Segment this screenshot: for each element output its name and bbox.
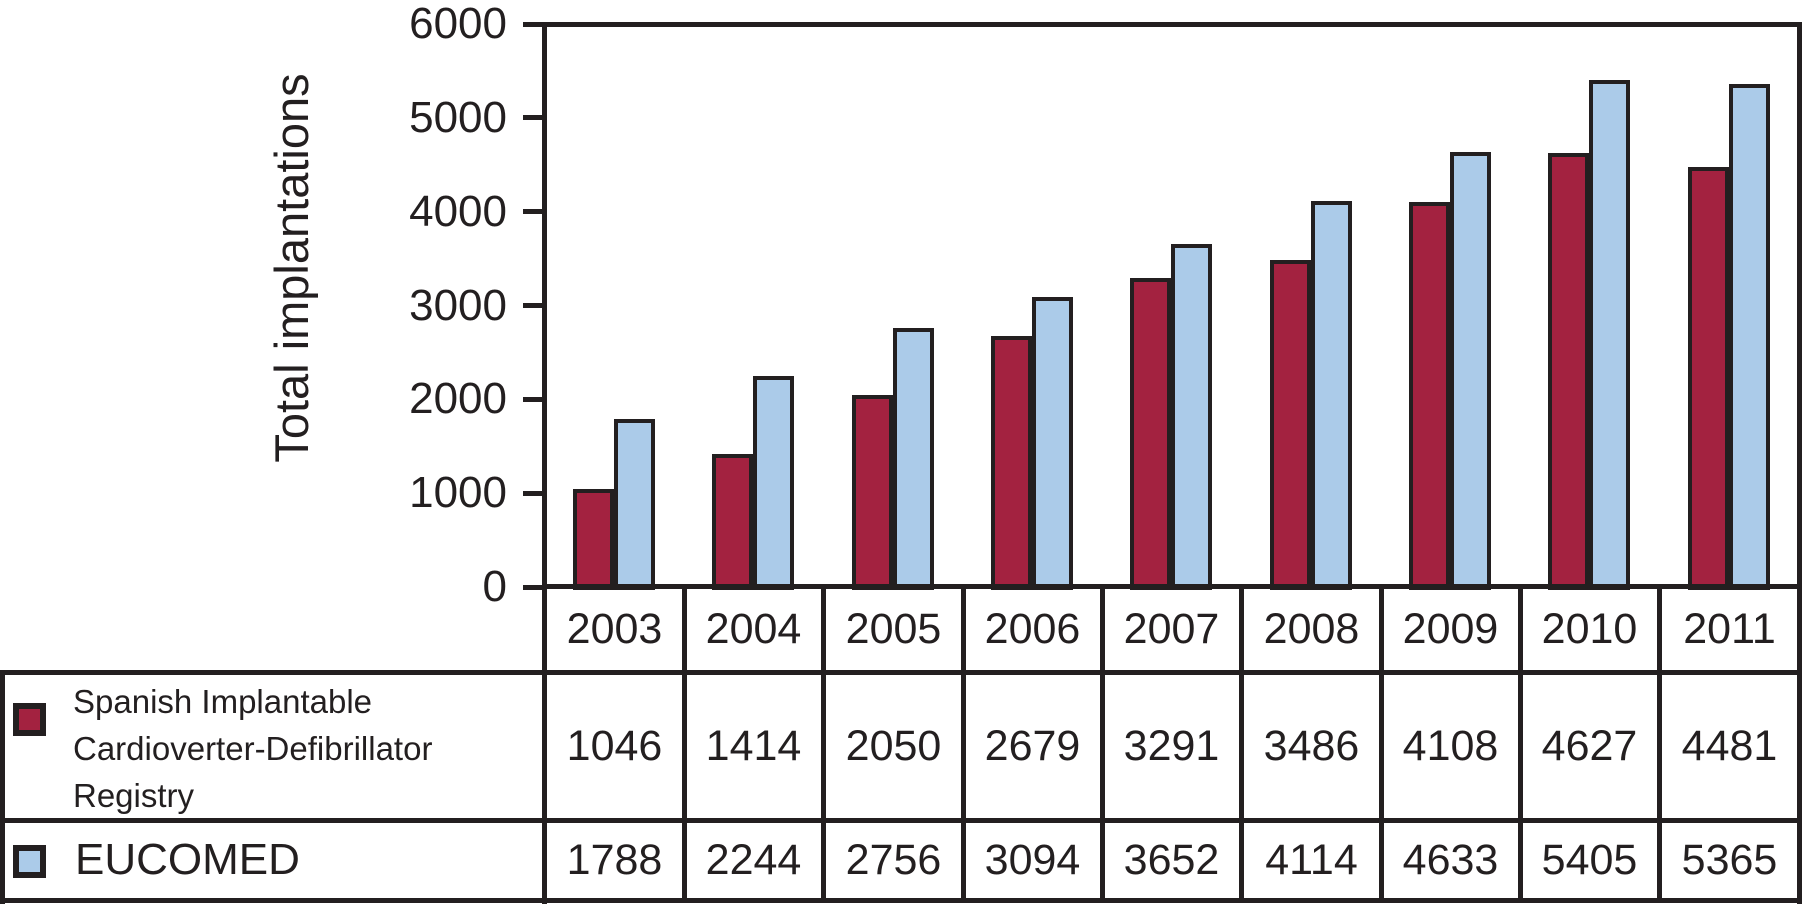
year-cell-2007: 2007 (1123, 605, 1220, 653)
bar-spanish-icd-registry-2011 (1688, 167, 1729, 590)
table-column-line-2 (821, 584, 826, 903)
value-cell-eucomed-2011: 5365 (1681, 835, 1778, 884)
table-row-line-1 (0, 670, 1802, 675)
year-cell-2010: 2010 (1541, 605, 1638, 653)
value-cell-eucomed-2004: 2244 (705, 835, 802, 884)
plot-right-border (1797, 22, 1802, 904)
table-row-line-2 (0, 818, 1802, 823)
bar-eucomed-2007 (1171, 244, 1212, 590)
y-axis-line (542, 22, 547, 904)
bar-eucomed-2008 (1311, 201, 1352, 590)
bar-spanish-icd-registry-2005 (852, 395, 893, 590)
year-cell-2009: 2009 (1402, 605, 1499, 653)
bar-spanish-icd-registry-2009 (1409, 202, 1450, 590)
bar-eucomed-2006 (1032, 297, 1073, 590)
value-cell-spanish-icd-registry-2006: 2679 (984, 721, 1081, 770)
legend-swatch-eucomed-icon (13, 845, 46, 878)
y-tick-label-4000: 4000 (409, 187, 507, 236)
year-cell-2006: 2006 (984, 605, 1081, 653)
bar-spanish-icd-registry-2004 (712, 454, 753, 590)
bar-spanish-icd-registry-2003 (573, 489, 614, 590)
bar-eucomed-2003 (614, 419, 655, 590)
value-cell-eucomed-2007: 3652 (1123, 835, 1220, 884)
y-tick-6000 (523, 22, 545, 27)
y-tick-label-6000: 6000 (409, 0, 507, 48)
table-column-line-7 (1518, 584, 1523, 903)
y-tick-label-5000: 5000 (409, 93, 507, 142)
legend-label-eucomed: EUCOMED (75, 834, 300, 884)
value-cell-spanish-icd-registry-2009: 4108 (1402, 721, 1499, 770)
value-cell-spanish-icd-registry-2007: 3291 (1123, 721, 1220, 770)
table-column-line-4 (1100, 584, 1105, 903)
value-cell-eucomed-2003: 1788 (566, 835, 663, 884)
year-cell-2004: 2004 (705, 605, 802, 653)
y-tick-label-3000: 3000 (409, 281, 507, 330)
bar-spanish-icd-registry-2008 (1270, 260, 1311, 590)
y-tick-label-2000: 2000 (409, 374, 507, 423)
value-cell-eucomed-2009: 4633 (1402, 835, 1499, 884)
year-cell-2008: 2008 (1263, 605, 1360, 653)
y-tick-2000 (523, 397, 545, 402)
table-bottom-border (0, 898, 1802, 903)
y-axis-title: Total implantations (265, 73, 318, 463)
table-left-border (0, 670, 5, 904)
bar-eucomed-2009 (1450, 152, 1491, 590)
value-cell-spanish-icd-registry-2005: 2050 (845, 721, 942, 770)
value-cell-eucomed-2006: 3094 (984, 835, 1081, 884)
table-column-line-3 (961, 584, 966, 903)
table-column-line-6 (1379, 584, 1384, 903)
legend-swatch-spanish-icd-registry-icon (13, 703, 46, 736)
year-cell-2005: 2005 (845, 605, 942, 653)
value-cell-spanish-icd-registry-2004: 1414 (705, 721, 802, 770)
value-cell-spanish-icd-registry-2003: 1046 (566, 721, 663, 770)
table-column-line-5 (1239, 584, 1244, 903)
bar-spanish-icd-registry-2006 (991, 336, 1032, 590)
value-cell-spanish-icd-registry-2011: 4481 (1681, 721, 1778, 770)
plot-top-border (542, 22, 1802, 27)
bar-eucomed-2005 (893, 328, 934, 590)
y-tick-label-1000: 1000 (409, 468, 507, 517)
year-cell-2011: 2011 (1683, 605, 1776, 653)
table-column-line-8 (1657, 584, 1662, 903)
legend-label-spanish-icd-registry: Spanish Implantable Cardioverter-Defibri… (73, 683, 433, 814)
y-tick-5000 (523, 115, 545, 120)
bar-eucomed-2004 (753, 376, 794, 590)
y-tick-4000 (523, 209, 545, 214)
y-tick-label-0: 0 (482, 562, 507, 611)
y-tick-3000 (523, 303, 545, 308)
value-cell-eucomed-2010: 5405 (1541, 835, 1638, 884)
bar-spanish-icd-registry-2010 (1548, 153, 1589, 590)
table-column-line-1 (682, 584, 687, 903)
value-cell-spanish-icd-registry-2010: 4627 (1541, 721, 1638, 770)
x-axis-baseline (542, 584, 1802, 589)
y-tick-1000 (523, 491, 545, 496)
value-cell-eucomed-2005: 2756 (845, 835, 942, 884)
bar-spanish-icd-registry-2007 (1130, 278, 1171, 590)
bar-eucomed-2010 (1589, 80, 1630, 590)
y-tick-0 (523, 585, 545, 590)
value-cell-spanish-icd-registry-2008: 3486 (1263, 721, 1360, 770)
year-cell-2003: 2003 (566, 605, 663, 653)
bar-eucomed-2011 (1729, 84, 1770, 590)
value-cell-eucomed-2008: 4114 (1265, 835, 1358, 884)
